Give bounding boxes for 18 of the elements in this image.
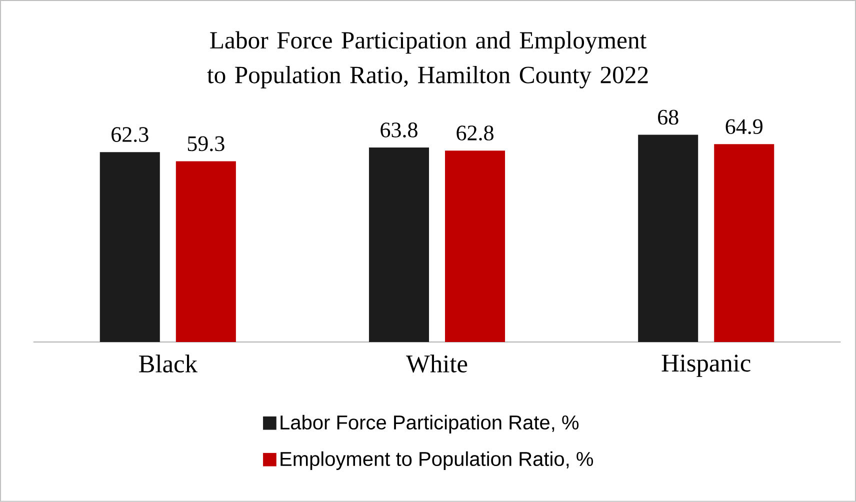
bar — [176, 161, 236, 342]
data-label: 63.8 — [380, 122, 418, 138]
bar — [368, 148, 429, 342]
data-label: 62.8 — [456, 126, 494, 141]
chart-title: Labor Force Participation and Employment to Population Ratio, Hamilton County 2022 — [207, 31, 648, 88]
legend-label: Labor Force Participation Rate, % — [280, 414, 579, 434]
data-label: 59.3 — [188, 136, 224, 152]
x-tick-label: Black — [139, 354, 198, 373]
bar — [100, 152, 160, 342]
legend-label: Employment to Population Ratio, % — [280, 451, 593, 470]
bar — [638, 134, 698, 342]
bar — [714, 144, 774, 342]
data-label: 64.9 — [726, 119, 762, 134]
data-label: 68 — [658, 110, 678, 125]
x-tick-label: Hispanic — [662, 354, 750, 377]
x-tick-label: White — [406, 354, 468, 373]
bar — [445, 150, 506, 342]
data-label: 62.3 — [112, 127, 148, 142]
